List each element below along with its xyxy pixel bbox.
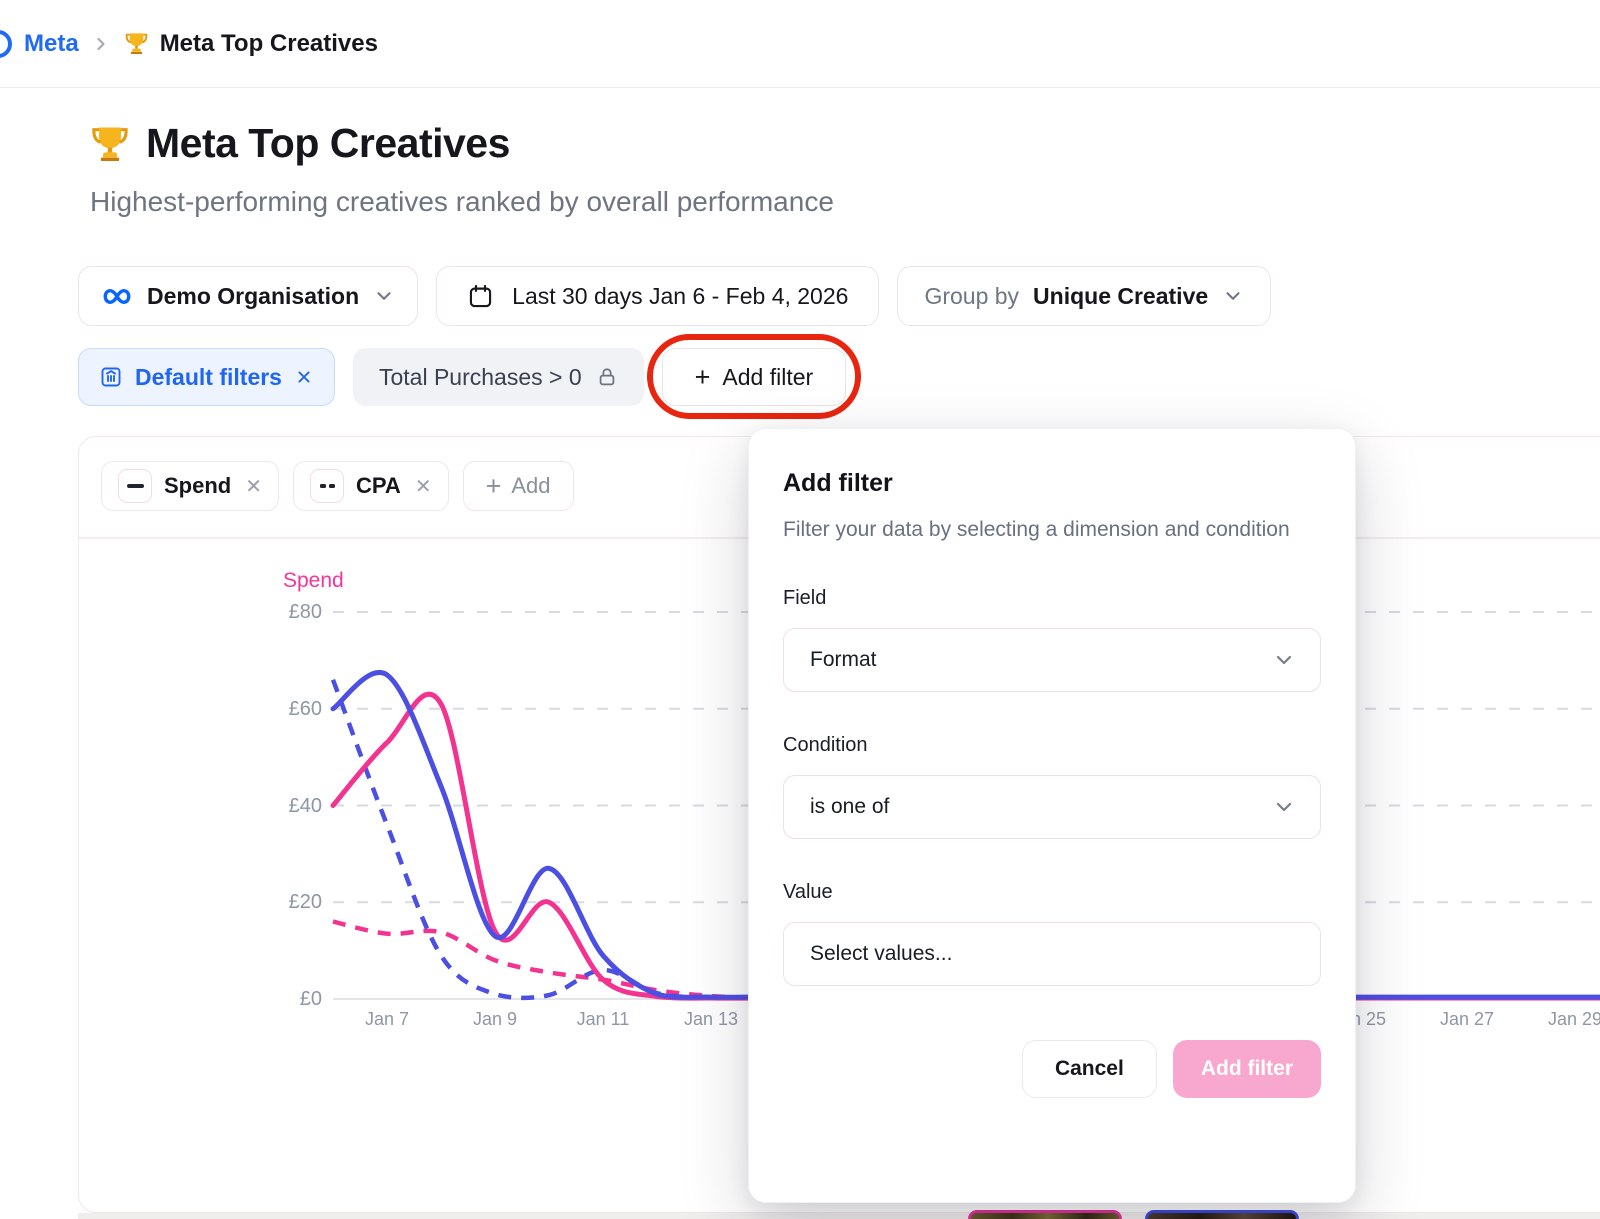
group-by-selector[interactable]: Group by Unique Creative bbox=[897, 266, 1272, 326]
trophy-icon bbox=[88, 122, 132, 166]
metric-chip-spend[interactable]: Spend ✕ bbox=[101, 461, 279, 511]
y-axis-tick-label: £40 bbox=[288, 794, 322, 817]
modal-description: Filter your data by selecting a dimensio… bbox=[783, 518, 1290, 541]
field-label: Field bbox=[783, 587, 827, 609]
plus-icon: + bbox=[485, 470, 502, 501]
field-select[interactable]: Format bbox=[783, 628, 1321, 692]
building-icon bbox=[99, 365, 123, 389]
default-filters-label: Default filters bbox=[135, 363, 282, 390]
x-axis-tick-label: Jan 9 bbox=[472, 1009, 518, 1029]
chevron-down-icon bbox=[1222, 285, 1244, 307]
x-axis-tick-label: Jan 7 bbox=[364, 1009, 410, 1029]
add-filter-button[interactable]: + Add filter bbox=[646, 334, 862, 419]
x-axis-tick-label: Jan 27 bbox=[1439, 1009, 1495, 1029]
condition-select-value: is one of bbox=[810, 795, 890, 818]
value-select[interactable]: Select values... bbox=[783, 922, 1321, 986]
breadcrumb-current-label: Meta Top Creatives bbox=[159, 29, 378, 57]
y-axis-tick-label: £80 bbox=[288, 601, 322, 623]
close-icon[interactable]: ✕ bbox=[245, 475, 262, 498]
group-by-value: Unique Creative bbox=[1033, 282, 1209, 309]
date-range-picker[interactable]: Last 30 days Jan 6 - Feb 4, 2026 bbox=[436, 266, 880, 326]
y-axis-tick-label: £0 bbox=[299, 988, 322, 1010]
organisation-selector-label: Demo Organisation bbox=[147, 282, 360, 309]
chevron-down-icon bbox=[1272, 795, 1296, 819]
modal-add-filter-button[interactable]: Add filter bbox=[1172, 1040, 1321, 1098]
close-icon[interactable] bbox=[294, 367, 314, 387]
locked-filter-chip: Total Purchases > 0 bbox=[352, 348, 644, 406]
value-label: Value bbox=[783, 881, 833, 903]
add-filter-button-label: Add filter bbox=[722, 363, 814, 390]
meta-logo-icon bbox=[101, 286, 133, 307]
solid-line-icon bbox=[118, 469, 152, 503]
y-axis-tick-label: £20 bbox=[288, 891, 322, 914]
filter-bar: Default filters Total Purchases > 0 + Ad… bbox=[78, 334, 862, 419]
chevron-down-icon bbox=[1272, 648, 1296, 672]
page-subtitle: Highest-performing creatives ranked by o… bbox=[90, 186, 834, 217]
locked-filter-label: Total Purchases > 0 bbox=[378, 363, 582, 390]
default-filters-chip[interactable]: Default filters bbox=[78, 348, 335, 406]
toolbar: Demo Organisation Last 30 days Jan 6 - F… bbox=[78, 266, 1272, 326]
chevron-down-icon bbox=[373, 285, 395, 307]
condition-select[interactable]: is one of bbox=[783, 775, 1321, 839]
y-axis-title: Spend bbox=[283, 569, 344, 592]
chevron-right-icon bbox=[91, 34, 111, 54]
breadcrumb-link-meta[interactable]: Meta bbox=[24, 29, 79, 57]
group-by-prefix: Group by bbox=[924, 282, 1020, 309]
dashed-line-icon bbox=[310, 469, 344, 503]
metric-chip-cpa[interactable]: CPA ✕ bbox=[293, 461, 449, 511]
metric-chip-cpa-label: CPA bbox=[356, 473, 401, 498]
metric-chip-spend-label: Spend bbox=[164, 473, 232, 498]
breadcrumb-bar: Meta Meta Top Creatives bbox=[0, 0, 1600, 88]
metric-legend-row: Spend ✕ CPA ✕ + Add bbox=[79, 437, 1600, 511]
creative-thumbnail[interactable] bbox=[1145, 1210, 1299, 1219]
condition-label: Condition bbox=[783, 734, 868, 756]
breadcrumb-current: Meta Top Creatives bbox=[123, 30, 378, 58]
app-logo-partial-icon bbox=[0, 29, 12, 58]
lock-icon bbox=[596, 366, 618, 388]
value-select-placeholder: Select values... bbox=[810, 942, 953, 965]
page-title: Meta Top Creatives bbox=[146, 120, 510, 166]
field-select-value: Format bbox=[810, 648, 877, 671]
cancel-button[interactable]: Cancel bbox=[1021, 1040, 1157, 1098]
add-filter-popover: Add filter Filter your data by selecting… bbox=[748, 428, 1356, 1203]
y-axis-tick-label: £60 bbox=[288, 697, 322, 720]
add-metric-button[interactable]: + Add bbox=[462, 461, 574, 511]
breadcrumb: Meta Meta Top Creatives bbox=[0, 29, 378, 58]
creative-thumbnail[interactable] bbox=[968, 1210, 1122, 1219]
plus-icon: + bbox=[694, 361, 711, 392]
x-axis-tick-label: Jan 11 bbox=[576, 1009, 630, 1029]
trophy-icon bbox=[123, 30, 150, 57]
modal-title: Add filter bbox=[783, 469, 893, 497]
add-metric-label: Add bbox=[511, 473, 551, 498]
date-range-label: Last 30 days Jan 6 - Feb 4, 2026 bbox=[512, 282, 849, 309]
x-axis-tick-label: Jan 13 bbox=[683, 1009, 739, 1029]
organisation-selector[interactable]: Demo Organisation bbox=[78, 266, 419, 326]
table-section-top-edge bbox=[78, 1213, 1600, 1219]
calendar-icon bbox=[467, 283, 494, 310]
x-axis-tick-label: Jan 29 bbox=[1547, 1009, 1600, 1029]
close-icon[interactable]: ✕ bbox=[414, 475, 432, 498]
